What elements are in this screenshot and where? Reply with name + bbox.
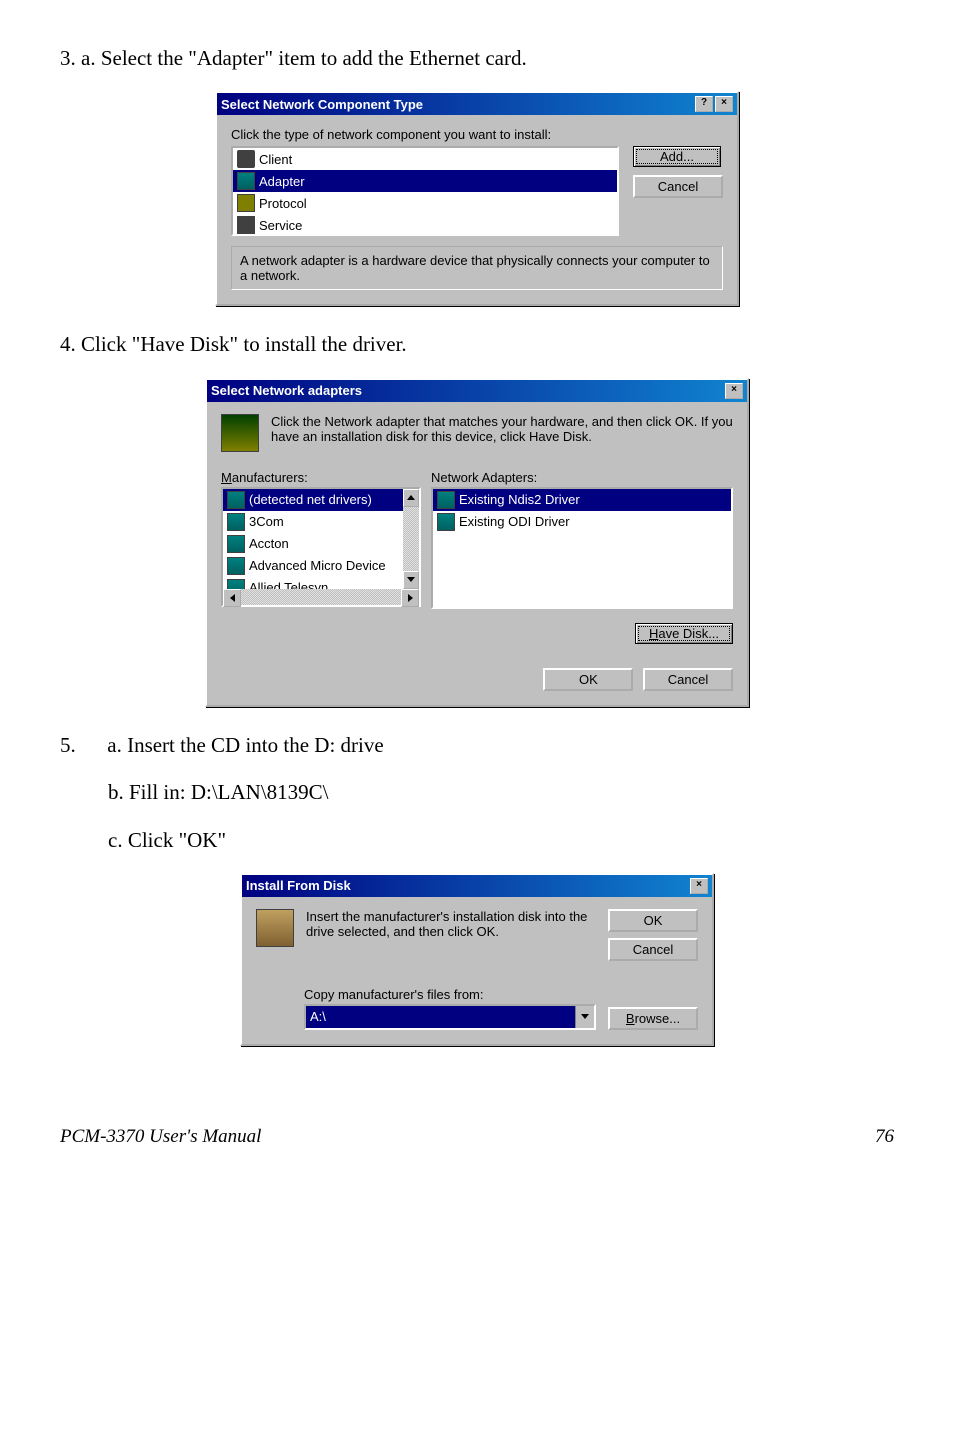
copy-from-label: Copy manufacturer's files from: [304,987,596,1002]
scroll-left-icon[interactable] [223,589,241,607]
footer-page-number: 76 [875,1126,894,1148]
dialog-prompt: Insert the manufacturer's installation d… [306,909,596,939]
list-item-protocol[interactable]: Protocol [233,192,617,214]
step5a-text: 5. a. Insert the CD into the D: drive [60,731,894,760]
browse-button[interactable]: Browse... [608,1007,698,1030]
list-item-adapter[interactable]: Adapter [233,170,617,192]
close-icon[interactable]: × [725,383,743,399]
card-icon [437,513,455,531]
scroll-track[interactable] [403,507,419,571]
list-item-client[interactable]: Client [233,148,617,170]
dialog-select-network-component: Select Network Component Type ? × Click … [215,91,739,306]
adapter-ndis2[interactable]: Existing Ndis2 Driver [433,489,731,511]
service-icon [237,216,255,234]
page-footer: PCM-3370 User's Manual 76 [60,1126,894,1148]
ok-button[interactable]: OK [608,909,698,932]
dialog-prompt: Click the Network adapter that matches y… [271,414,733,444]
cancel-button[interactable]: Cancel [643,668,733,691]
cancel-button[interactable]: Cancel [608,938,698,961]
disk-icon [256,909,294,947]
description-box: A network adapter is a hardware device t… [231,246,723,290]
adapter-icon [237,172,255,190]
path-input[interactable] [306,1006,575,1028]
step4-text: 4. Click "Have Disk" to install the driv… [60,330,894,359]
manufacturers-label: Manufacturers: [221,470,421,485]
adapters-label: Network Adapters: [431,470,733,485]
dialog-title: Install From Disk [246,878,351,893]
close-icon[interactable]: × [715,96,733,112]
scrollbar[interactable] [403,489,419,589]
mfr-amd[interactable]: Advanced Micro Device [223,555,403,577]
scrollbar-h[interactable] [223,589,419,605]
chevron-down-icon[interactable] [575,1006,594,1028]
mfr-3com[interactable]: 3Com [223,511,403,533]
card-icon [227,513,245,531]
manufacturers-list[interactable]: (detected net drivers) 3Com Accton Advan… [223,489,403,589]
client-icon [237,150,255,168]
step5b-text: b. Fill in: D:\LAN\8139C\ [108,778,894,807]
list-item-service[interactable]: Service [233,214,617,236]
scroll-down-icon[interactable] [403,571,419,589]
step5c-text: c. Click "OK" [108,826,894,855]
network-adapter-icon [221,414,259,452]
scroll-up-icon[interactable] [403,489,419,507]
protocol-icon [237,194,255,212]
dialog-prompt: Click the type of network component you … [231,127,723,142]
titlebar: Select Network adapters × [207,380,747,402]
have-disk-button[interactable]: Have Disk... [635,623,733,644]
dialog-install-from-disk: Install From Disk × Insert the manufactu… [240,873,714,1046]
help-icon[interactable]: ? [695,96,713,112]
close-icon[interactable]: × [690,878,708,894]
dialog-title: Select Network adapters [211,383,362,398]
adapters-list[interactable]: Existing Ndis2 Driver Existing ODI Drive… [431,487,733,609]
adapter-odi[interactable]: Existing ODI Driver [433,511,731,533]
step3-text: 3. a. Select the "Adapter" item to add t… [60,44,894,73]
ok-button[interactable]: OK [543,668,633,691]
dialog-title: Select Network Component Type [221,97,423,112]
card-icon [227,535,245,553]
titlebar: Install From Disk × [242,875,712,897]
dialog-select-network-adapters: Select Network adapters × Click the Netw… [205,378,749,707]
cancel-button[interactable]: Cancel [633,175,723,198]
path-combo[interactable] [304,1004,596,1030]
add-button[interactable]: Add... [633,146,721,167]
card-icon [227,557,245,575]
card-icon [227,491,245,509]
scroll-right-icon[interactable] [401,589,419,607]
component-type-list[interactable]: Client Adapter Protocol Service [231,146,619,236]
footer-manual-title: PCM-3370 User's Manual [60,1126,261,1148]
card-icon [437,491,455,509]
titlebar: Select Network Component Type ? × [217,93,737,115]
mfr-detected[interactable]: (detected net drivers) [223,489,403,511]
scroll-track[interactable] [241,589,401,605]
mfr-accton[interactable]: Accton [223,533,403,555]
